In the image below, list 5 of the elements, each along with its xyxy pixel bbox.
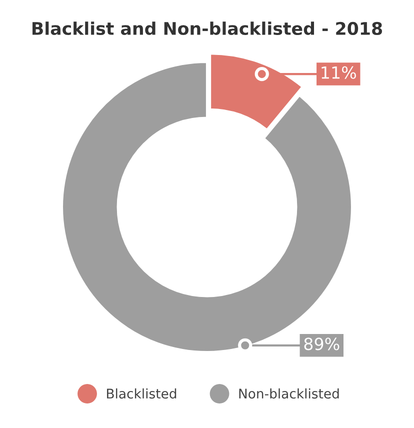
legend-label: Non-blacklisted <box>239 388 339 399</box>
data-label: 89% <box>304 338 340 350</box>
legend-label: Blacklisted <box>107 388 176 399</box>
data-label: 11% <box>322 66 356 79</box>
chart-title: Blacklist and Non-blacklisted - 2018 <box>32 22 382 36</box>
